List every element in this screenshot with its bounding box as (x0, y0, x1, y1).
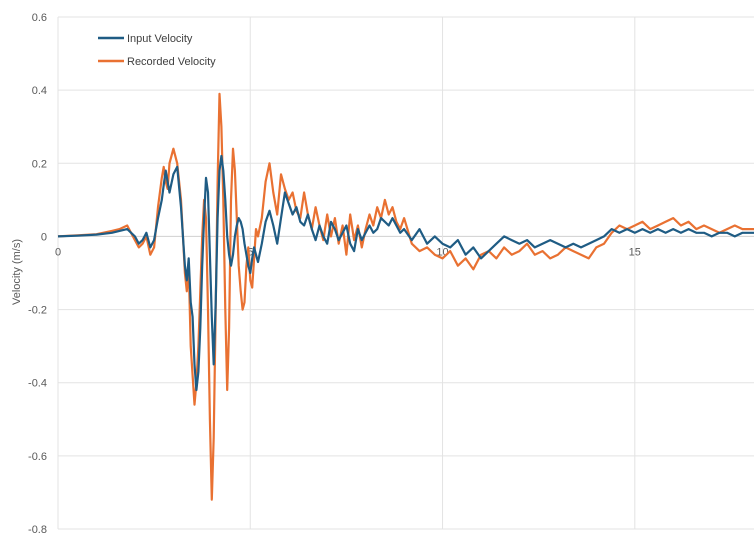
tick-labels: -0.8-0.6-0.4-0.200.20.40.60 5 10 15 (28, 12, 641, 536)
y-tick-label: 0.2 (32, 158, 47, 170)
legend-label-input-velocity: Input Velocity (127, 33, 193, 45)
series-line-input-velocity (57, 154, 754, 392)
legend-label-recorded-velocity: Recorded Velocity (127, 56, 216, 68)
x-tick-label: 5 (247, 246, 253, 258)
y-axis-title: Velocity (m/s) (11, 239, 23, 305)
y-tick-label: 0.4 (32, 85, 47, 97)
y-tick-label: 0 (41, 231, 47, 243)
y-tick-label: 0.6 (32, 12, 47, 24)
legend: Input Velocity Recorded Velocity (98, 33, 216, 68)
x-tick-label: 0 (55, 246, 61, 258)
series-lines (57, 92, 754, 501)
x-tick-label: 15 (629, 246, 641, 258)
y-tick-label: -0.4 (28, 378, 47, 390)
y-tick-label: -0.6 (28, 451, 47, 463)
gridlines (57, 16, 754, 530)
y-tick-label: -0.8 (28, 524, 47, 536)
y-tick-label: -0.2 (28, 305, 47, 317)
series-line-recorded-velocity (57, 92, 754, 501)
